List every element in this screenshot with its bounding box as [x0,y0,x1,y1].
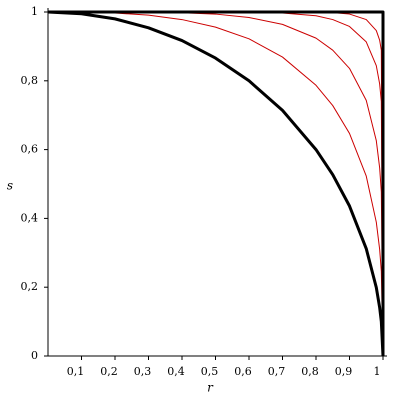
curve [48,11,384,357]
curve [48,11,384,357]
y-tick-label: 0,2 [21,280,39,293]
x-tick-label: 0,6 [234,365,252,378]
y-tick-label: 0,8 [21,74,39,87]
x-tick-label: 0,1 [67,365,85,378]
x-tick-label: 0,2 [100,365,118,378]
x-tick-label: 0,7 [268,365,286,378]
x-tick-label: 0,5 [201,365,219,378]
curve [48,11,384,357]
x-tick-label: 0,3 [134,365,152,378]
y-tick-label: 0,6 [21,143,39,156]
y-axis-label: s [7,179,13,193]
x-tick-label: 0,8 [301,365,319,378]
x-tick-label: 0,4 [167,365,185,378]
x-axis-label: r [207,381,214,395]
curve [48,11,384,357]
y-tick-label: 0 [31,349,38,362]
y-tick-label: 0,4 [21,211,39,224]
x-tick-label: 1 [374,365,381,378]
y-tick-label: 1 [31,5,38,18]
curve [48,10,385,356]
x-tick-label: 0,9 [335,365,353,378]
curve [47,10,385,357]
